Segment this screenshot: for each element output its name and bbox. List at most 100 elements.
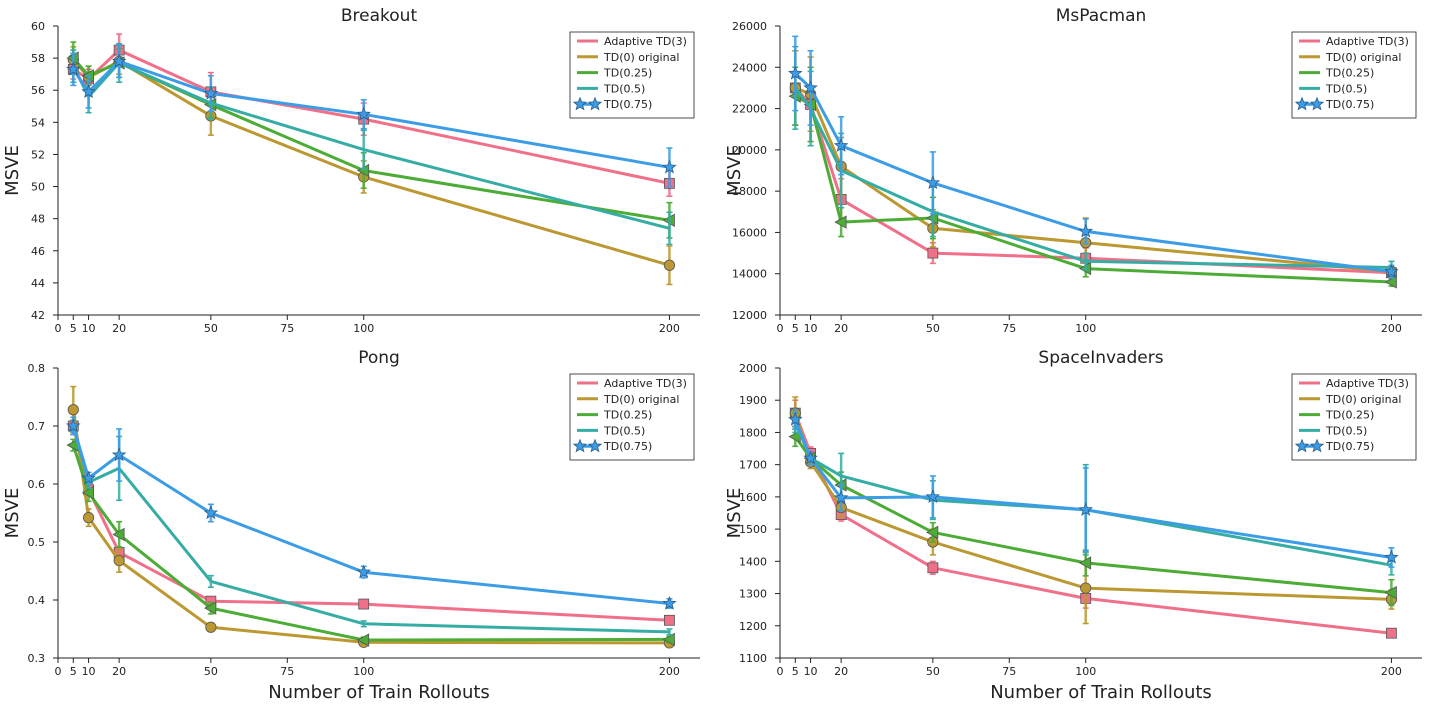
data-point	[81, 84, 96, 98]
legend-label: TD(0.5)	[603, 82, 645, 95]
data-point	[1078, 223, 1093, 238]
y-tick-label: 14000	[732, 268, 767, 281]
data-point	[66, 61, 81, 76]
y-tick-label: 0.3	[28, 652, 46, 665]
series-td-0-75	[788, 409, 1399, 568]
series-td-0-75	[66, 44, 677, 188]
x-tick-label: 0	[777, 665, 784, 678]
y-tick-label: 56	[31, 84, 45, 97]
y-tick-label: 1600	[739, 491, 767, 504]
legend-entry: Adaptive TD(3)	[1299, 35, 1409, 48]
legend-label: TD(0) original	[1325, 393, 1401, 406]
x-tick-label: 20	[834, 665, 848, 678]
data-point	[112, 527, 125, 542]
x-tick-label: 10	[804, 665, 818, 678]
y-tick-label: 0.5	[28, 536, 46, 549]
y-tick-label: 0.4	[28, 594, 46, 607]
legend-entry: TD(0) original	[577, 51, 679, 64]
data-point	[113, 554, 125, 567]
x-axis-label: Number of Train Rollouts	[268, 682, 490, 703]
chart-title: Breakout	[341, 6, 418, 26]
data-point	[205, 621, 217, 633]
legend-label: TD(0.75)	[1325, 98, 1374, 111]
data-point	[111, 447, 127, 462]
chart-panel-3: Pong 0.3 0.4 0.5 0.6 0.7 0.8 0 5 10 20 50 75 100 200 MS…	[2, 348, 700, 703]
x-tick-label: 200	[659, 322, 680, 335]
series-td-0-75	[66, 416, 677, 610]
legend-entry: TD(0.75)	[572, 96, 652, 111]
y-tick-label: 1500	[739, 523, 767, 536]
legend-entry: TD(0.25)	[577, 409, 652, 422]
data-point	[1386, 627, 1397, 639]
legend-entry: TD(0.5)	[1299, 82, 1367, 95]
data-point	[833, 138, 849, 152]
legend: Adaptive TD(3) TD(0) original TD(0.25) TD(0…	[569, 373, 695, 461]
x-tick-label: 20	[834, 322, 848, 335]
y-tick-label: 1700	[739, 459, 767, 472]
x-tick-label: 100	[353, 665, 374, 678]
legend-entry: TD(0.75)	[1294, 438, 1374, 453]
legend-entry: TD(0.25)	[1299, 409, 1374, 422]
series-line	[72, 59, 670, 169]
y-tick-label: 48	[31, 213, 45, 226]
x-tick-label: 100	[1075, 322, 1096, 335]
series-line	[71, 409, 670, 645]
data-point	[788, 65, 803, 80]
y-tick-label: 0.7	[28, 420, 46, 433]
legend-label: TD(0) original	[603, 393, 679, 406]
data-point	[927, 247, 939, 259]
y-tick-label: 1300	[739, 588, 767, 601]
y-tick-label: 1100	[739, 652, 767, 665]
y-tick-label: 42	[31, 309, 45, 322]
chart-title: Pong	[358, 348, 400, 368]
chart-panel-2: MsPacman 12000 14000 16000 18000 20000 22000 24…	[724, 6, 1422, 335]
series-line	[794, 87, 1392, 269]
legend-marker	[1309, 96, 1325, 111]
x-tick-label: 10	[82, 322, 96, 335]
legend-label: TD(0.25)	[603, 409, 652, 422]
data-point	[81, 470, 96, 485]
data-point	[663, 259, 676, 271]
x-tick-label: 75	[1002, 322, 1016, 335]
data-point	[926, 525, 939, 540]
x-tick-label: 5	[70, 322, 77, 335]
data-point	[788, 411, 803, 426]
y-tick-label: 1800	[739, 426, 767, 439]
data-point	[662, 595, 677, 610]
legend-label: TD(0.75)	[603, 98, 652, 111]
x-tick-label: 200	[1381, 322, 1402, 335]
y-tick-label: 26000	[732, 20, 767, 33]
data-point	[1384, 585, 1397, 600]
y-tick-label: 58	[31, 52, 45, 65]
data-point	[81, 486, 94, 500]
x-tick-label: 10	[82, 665, 96, 678]
x-tick-label: 200	[659, 665, 680, 678]
legend-marker	[1294, 438, 1310, 453]
legend: Adaptive TD(3) TD(0) original TD(0.25) TD(0…	[1291, 31, 1417, 119]
x-tick-label: 75	[280, 322, 294, 335]
chart-panel-1: Breakout 42 44 46 48 50 52 54 56 58 60 0 5 10 20 50 75 10…	[2, 6, 700, 335]
data-point	[664, 614, 675, 626]
data-point	[358, 598, 370, 610]
data-point	[803, 80, 818, 95]
y-tick-label: 1400	[739, 555, 767, 568]
legend-entry: TD(0.5)	[1299, 424, 1367, 437]
data-point	[356, 564, 371, 579]
y-axis-label: MSVE	[2, 145, 23, 196]
legend-marker	[587, 96, 603, 111]
data-point	[833, 490, 849, 505]
x-tick-label: 5	[70, 665, 77, 678]
data-point	[203, 505, 219, 520]
data-point	[66, 418, 81, 433]
series-line	[71, 444, 670, 642]
chart-title: MsPacman	[1056, 6, 1147, 26]
legend-marker	[587, 438, 603, 453]
x-tick-label: 0	[777, 322, 784, 335]
legend-label: Adaptive TD(3)	[604, 377, 687, 390]
chart-panel-4: SpaceInvaders 1100 1200 1300 1400 1500 1600 170…	[724, 348, 1422, 703]
legend-entry: TD(0.5)	[577, 424, 645, 437]
x-tick-label: 75	[280, 665, 294, 678]
x-tick-label: 50	[204, 322, 218, 335]
x-tick-label: 200	[1381, 665, 1402, 678]
